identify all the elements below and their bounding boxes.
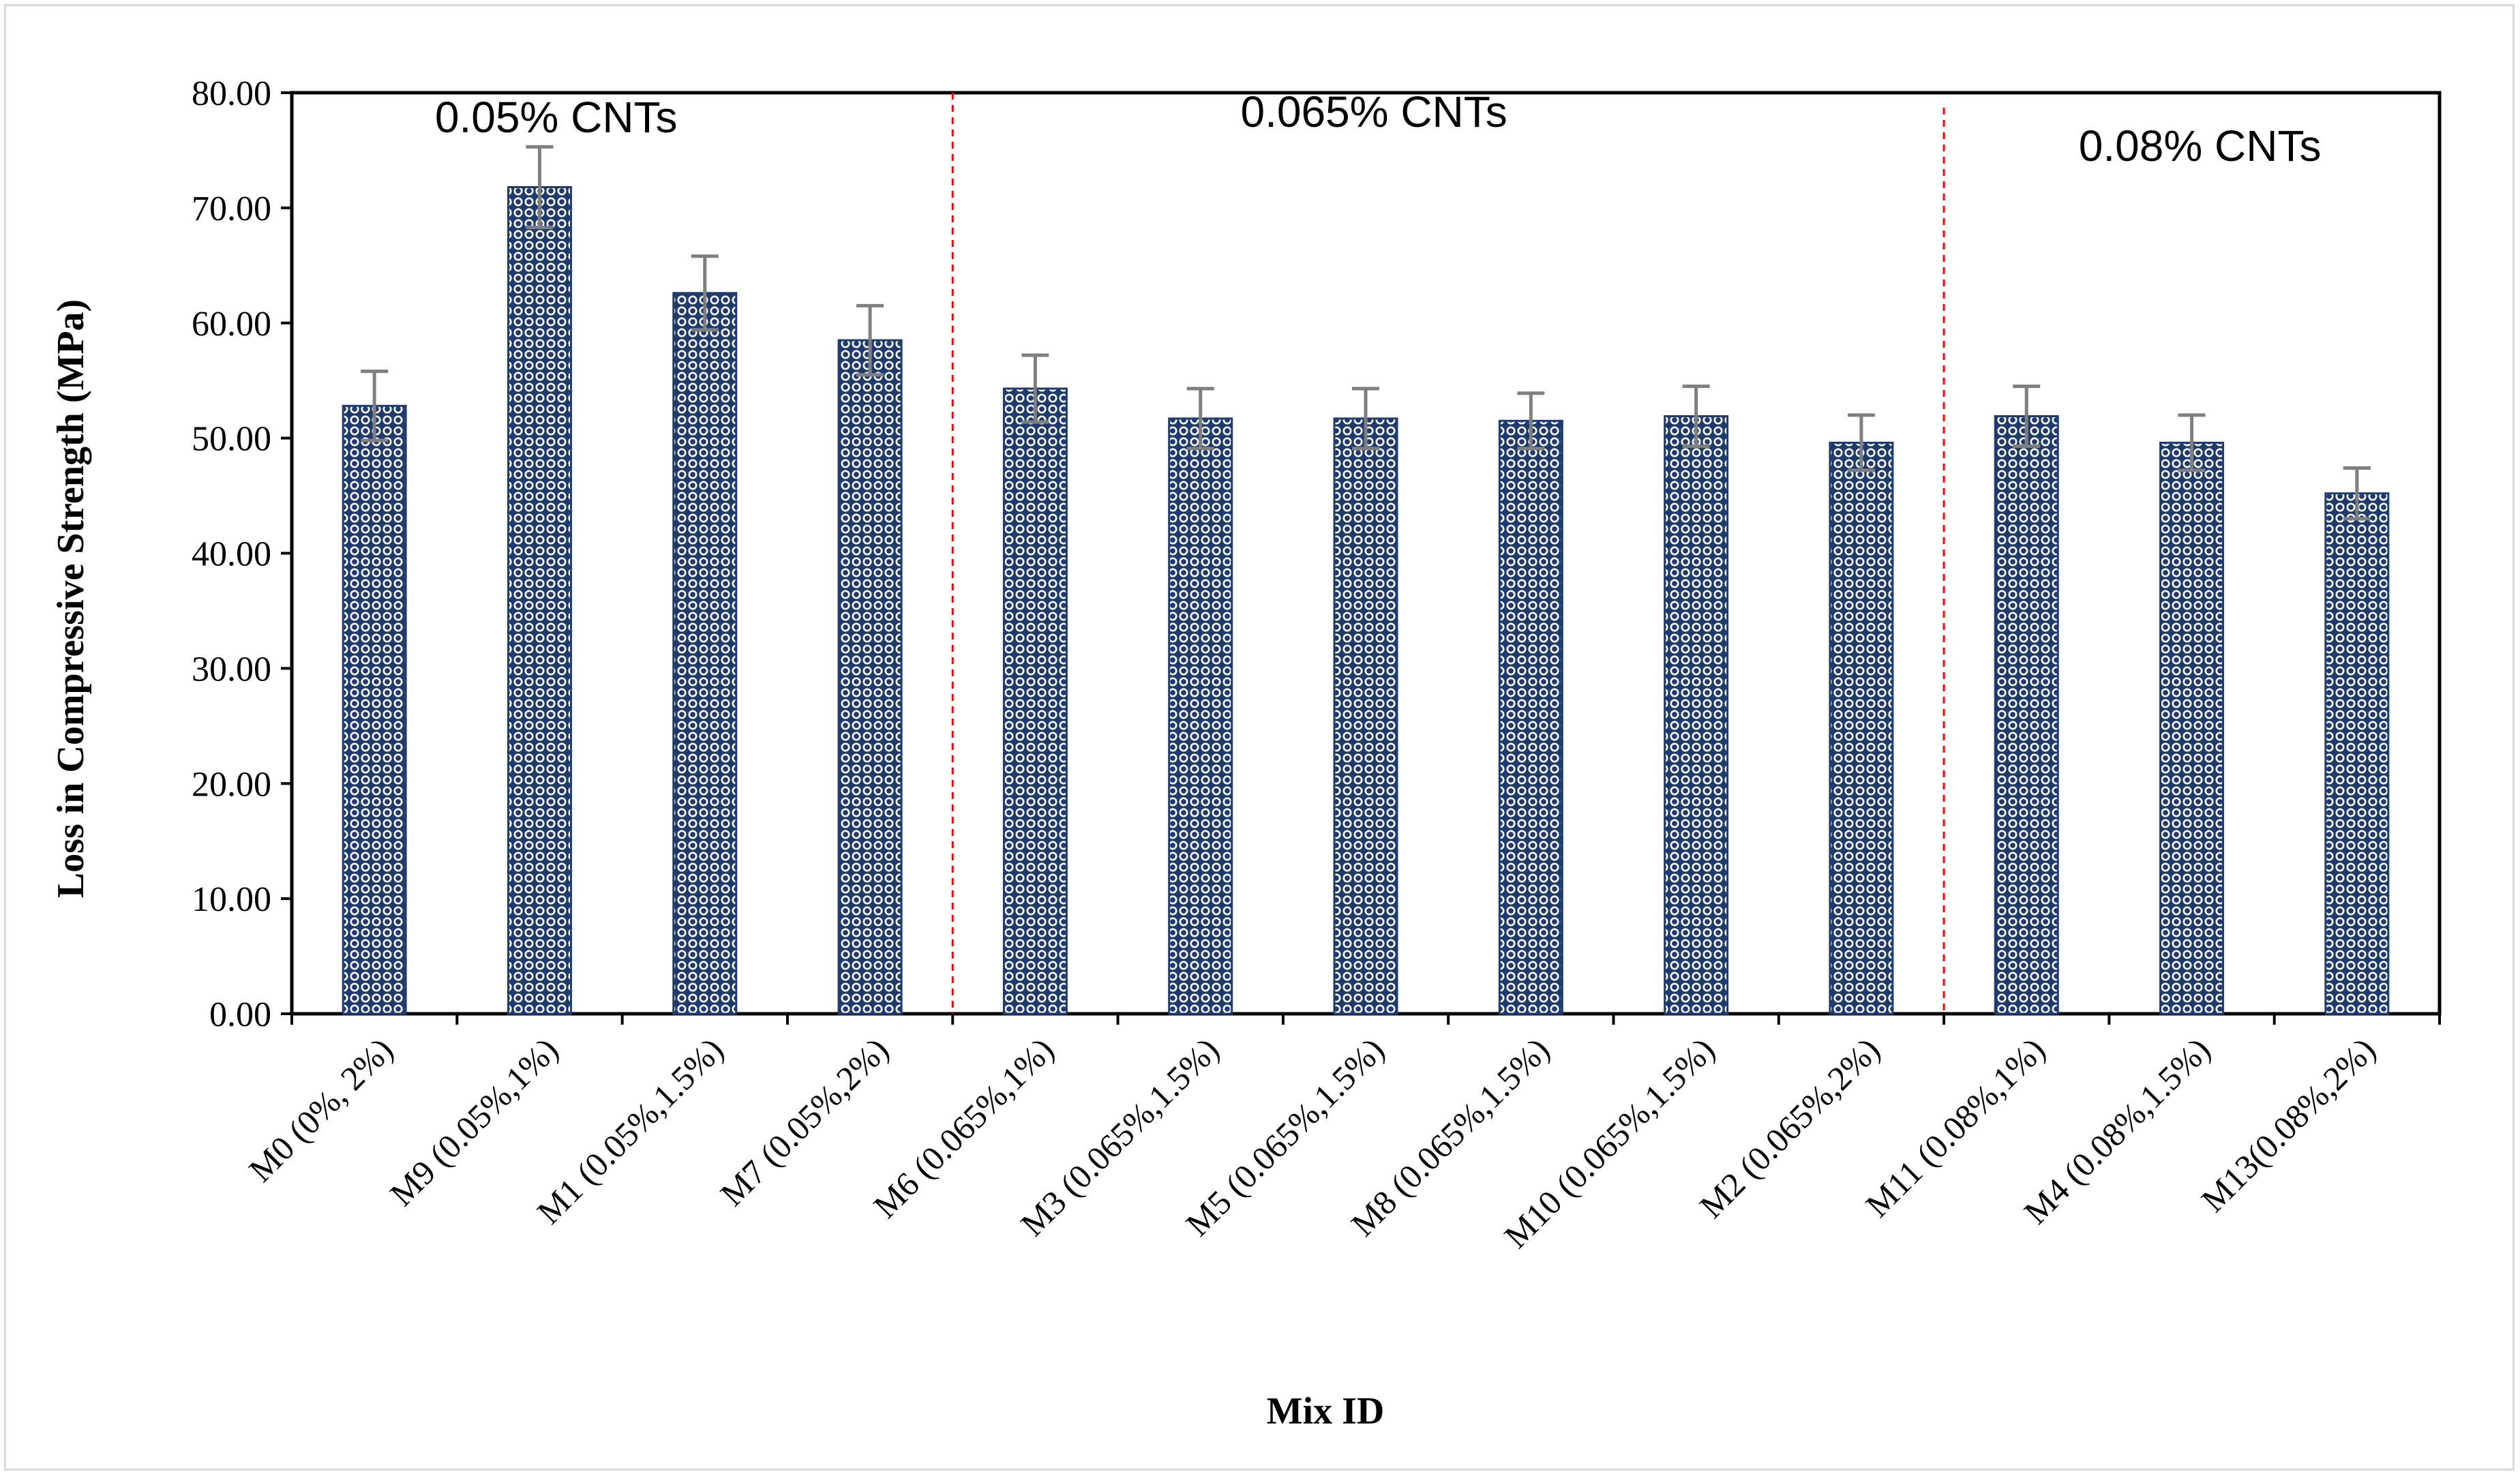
y-axis: 0.00 10.00 20.00 30.00 40.00 50.00 60.00 70.00 8… <box>192 74 292 1034</box>
error-bars <box>361 145 2371 521</box>
category-label: M11 (0.08%,1%) <box>1858 1030 2052 1224</box>
y-tick-label: 40.00 <box>192 535 271 574</box>
bar[interactable] <box>342 404 407 1015</box>
x-axis-title: Mix ID <box>1267 1390 1385 1432</box>
group-labels: 0.05% CNTs 0.065% CNTs 0.08% CNTs <box>435 87 2322 170</box>
y-tick-label: 0.00 <box>209 995 271 1034</box>
group-label: 0.05% CNTs <box>435 93 678 142</box>
y-tick-label: 70.00 <box>192 190 271 228</box>
bar[interactable] <box>2159 441 2225 1015</box>
bar[interactable] <box>2324 492 2390 1015</box>
bar[interactable] <box>1333 417 1398 1015</box>
y-tick-label: 80.00 <box>192 74 271 113</box>
y-tick-label: 10.00 <box>192 880 271 919</box>
group-dividers <box>951 93 1945 1014</box>
category-label: M13(0.08%,2%) <box>2193 1030 2382 1219</box>
bar[interactable] <box>1498 419 1563 1015</box>
bar[interactable] <box>1664 415 1729 1015</box>
y-tick-label: 20.00 <box>192 765 271 804</box>
y-tick-label: 50.00 <box>192 420 271 459</box>
category-label: M2 (0.065%,2%) <box>1692 1030 1887 1225</box>
bar[interactable] <box>837 339 903 1015</box>
y-tick-label: 30.00 <box>192 650 271 689</box>
category-label: M6 (0.065%,1%) <box>866 1030 1061 1225</box>
bars <box>342 185 2390 1015</box>
y-axis-title: Loss in Compressive Strength (MPa) <box>50 299 92 898</box>
category-labels: M0 (0%, 2%)M9 (0.05%,1%)M1 (0.05%,1.5%)M… <box>241 1030 2383 1255</box>
bar[interactable] <box>1168 417 1233 1015</box>
category-label: M9 (0.05%,1%) <box>382 1030 565 1213</box>
x-axis <box>290 1014 2441 1025</box>
bar[interactable] <box>1829 441 1894 1015</box>
group-label: 0.065% CNTs <box>1240 87 1507 136</box>
category-label: M7 (0.05%,2%) <box>712 1030 895 1213</box>
category-label: M0 (0%, 2%) <box>241 1030 400 1189</box>
bar[interactable] <box>1994 415 2059 1015</box>
bar[interactable] <box>672 292 738 1015</box>
y-tick-label: 60.00 <box>192 305 271 344</box>
bar[interactable] <box>1002 387 1068 1015</box>
chart-frame <box>4 4 2515 1471</box>
group-label: 0.08% CNTs <box>2079 121 2322 170</box>
bar[interactable] <box>507 185 572 1015</box>
